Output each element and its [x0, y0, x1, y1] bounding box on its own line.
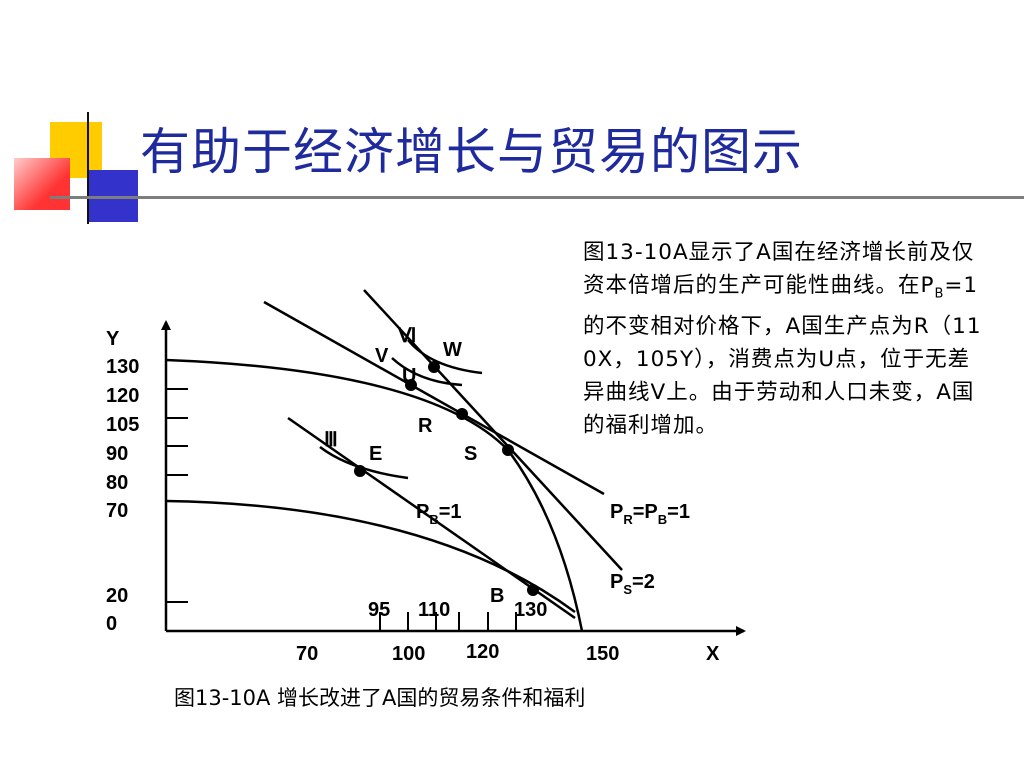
point-e — [354, 465, 366, 477]
label-pb1-p: P — [416, 501, 429, 523]
description-part1: 图13-10A显示了A国在经济增长前及仅资本倍增后的生产可能性曲线。在P — [583, 240, 975, 298]
slide-title: 有助于经济增长与贸易的图示 — [140, 123, 803, 181]
description-text: 图13-10A显示了A国在经济增长前及仅资本倍增后的生产可能性曲线。在PB=1的… — [583, 236, 983, 442]
x-tick-label-inner: 130 — [514, 599, 547, 621]
label-v: V — [375, 345, 389, 367]
indifference-curve-vi — [407, 339, 483, 375]
y-tick-label: 130 — [106, 356, 139, 378]
label-e: E — [369, 443, 382, 465]
point-w — [428, 361, 440, 373]
x-tick-label-inner: 110 — [418, 599, 450, 621]
x-tick-label-outer: 150 — [586, 643, 619, 665]
point-b — [527, 584, 539, 596]
label-pr-pb-sub2: B — [658, 512, 667, 527]
y-tick-label: 105 — [106, 414, 139, 436]
label-ps2-sub: S — [623, 582, 632, 597]
label-pr-pb: PR=PB=1 — [610, 501, 690, 527]
price-line-pb1-lower — [287, 416, 576, 620]
x-tick-label-inner: 95 — [368, 599, 390, 621]
label-pr-pb-mid: =P — [633, 501, 658, 523]
description-part2: =1的不变相对价格下，A国生产点为R（110X，105Y），消费点为U点，位于无… — [583, 273, 982, 439]
label-pb1: PB=1 — [416, 501, 462, 527]
point-s — [502, 444, 514, 456]
price-line-ps2 — [363, 289, 623, 571]
indifference-curve-v — [391, 357, 463, 387]
price-line-pr-pb — [263, 300, 605, 496]
x-tick-label-outer: 100 — [392, 643, 425, 665]
label-pr-pb-sub1: R — [623, 512, 633, 527]
y-axis-title: Y — [106, 328, 120, 350]
label-r: R — [418, 415, 433, 437]
y-tick-label: 120 — [106, 385, 139, 407]
point-u — [405, 379, 417, 391]
label-pb1-sub: B — [429, 512, 438, 527]
label-b: B — [490, 585, 504, 607]
x-ticks — [379, 612, 517, 631]
label-ps2-p: P — [610, 571, 623, 593]
label-ps2-val: =2 — [632, 571, 655, 593]
label-u: U — [402, 365, 416, 387]
y-tick-label: 90 — [106, 443, 128, 465]
title-underline — [50, 196, 1024, 199]
figure-caption: 图13-10A 增长改进了A国的贸易条件和福利 — [174, 686, 586, 710]
y-ticks — [166, 388, 188, 603]
decor-red-square — [14, 158, 70, 210]
ppf-after-growth — [165, 358, 584, 632]
decor-vertical-line — [87, 112, 89, 224]
x-axis-title: X — [706, 643, 720, 665]
label-pb1-val: =1 — [439, 501, 462, 523]
label-pr-pb-val: =1 — [667, 501, 690, 523]
label-vi: Ⅵ — [397, 325, 416, 347]
y-tick-label: 70 — [106, 500, 128, 522]
x-tick-label-outer: 70 — [296, 643, 318, 665]
y-tick-label: 20 — [106, 585, 128, 607]
y-tick-label: 80 — [106, 472, 128, 494]
x-tick-label-outer: 120 — [466, 641, 499, 663]
label-ps2: PS=2 — [610, 571, 655, 597]
label-pr-pb-p: P — [610, 501, 623, 523]
ppf-before-growth — [165, 499, 576, 614]
label-s: S — [464, 443, 477, 465]
label-w: W — [443, 339, 462, 361]
label-iii: Ⅲ — [324, 429, 338, 451]
point-r — [456, 408, 468, 420]
y-tick-label: 0 — [106, 613, 117, 635]
description-sub: B — [934, 286, 945, 302]
